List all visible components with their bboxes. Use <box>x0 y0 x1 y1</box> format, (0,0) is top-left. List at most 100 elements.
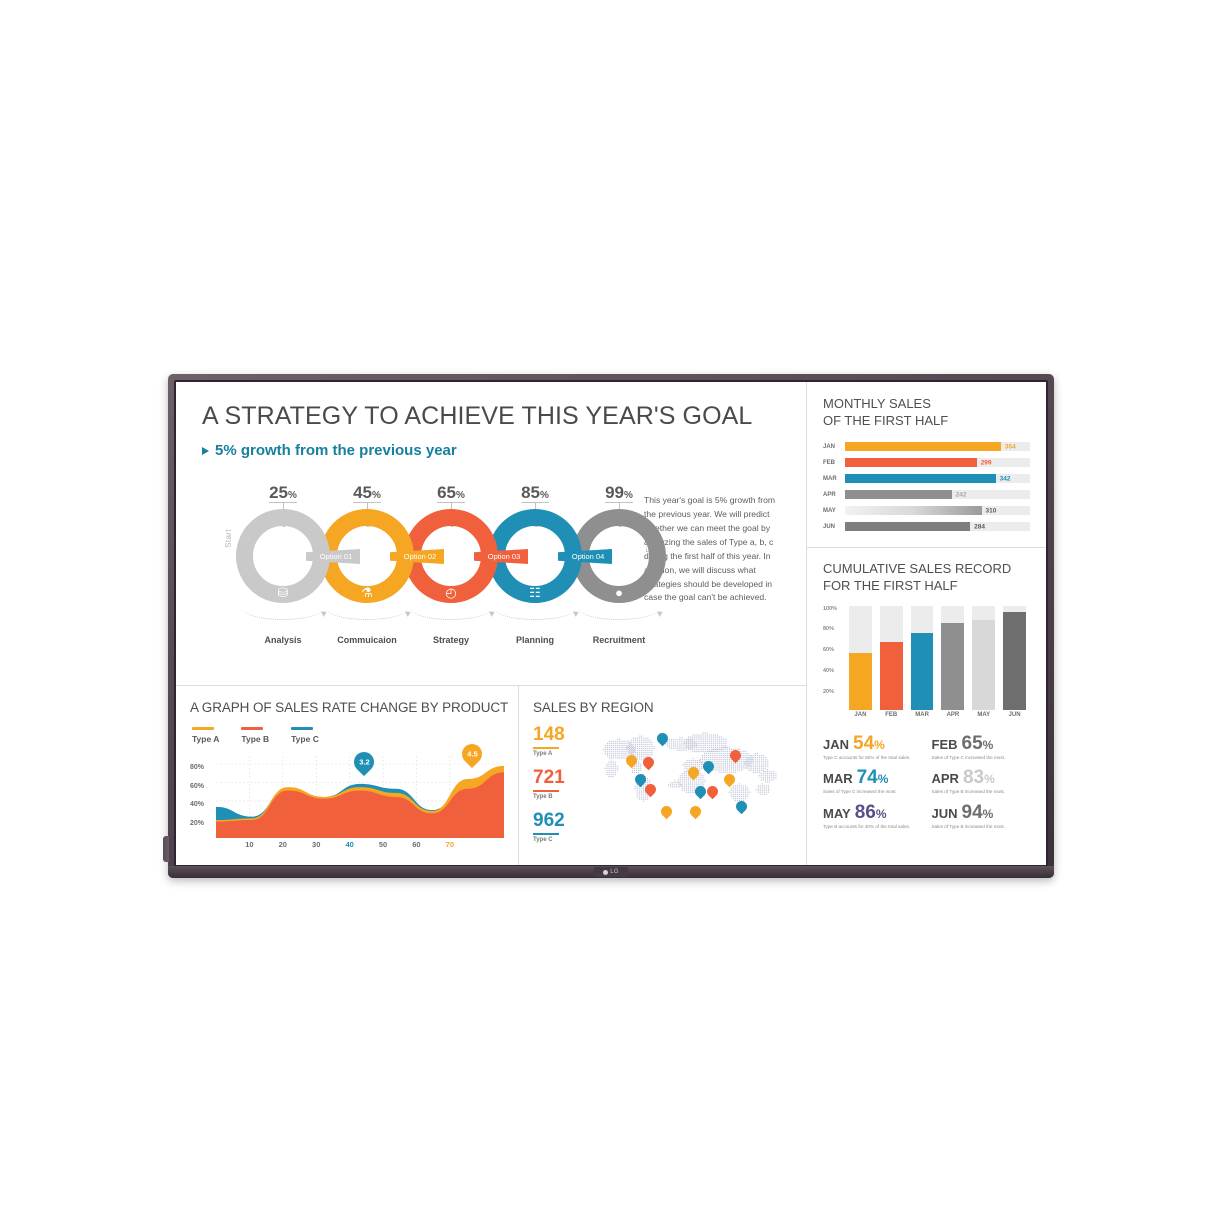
bar-fill <box>845 522 971 532</box>
process-step-1: 25% Option 01 ⛁ Analysis <box>236 483 360 645</box>
cumulative-bar-fill <box>972 620 996 710</box>
stat-unit: % <box>874 737 885 752</box>
stat-headline: JAN 54% <box>823 734 922 753</box>
flask-icon: ⚗ <box>361 584 373 600</box>
cumulative-x-tick: JUN <box>1008 711 1021 718</box>
cumulative-bar-fill <box>910 632 934 710</box>
step-percent: 65% <box>437 483 465 502</box>
monthly-bar-row: JUN 284 <box>823 521 1030 532</box>
monthly-bar-row: MAY 310 <box>823 505 1030 516</box>
database-icon: ☷ <box>529 584 541 600</box>
marker-value: 4.5 <box>466 749 477 759</box>
step-option-label: Option 02 <box>403 552 437 561</box>
step-stage-name: Commuicaion <box>337 635 397 645</box>
lg-logo: LG <box>594 867 628 877</box>
x-tick-label: 70 <box>445 840 455 849</box>
stat-headline: FEB 65% <box>932 734 1031 753</box>
x-tick-label: 30 <box>312 840 321 849</box>
monthly-bar-row: FEB 299 <box>823 457 1030 468</box>
step-stage-name: Analysis <box>264 635 302 645</box>
cumulative-bar-track <box>941 605 965 710</box>
legend-label: Type B <box>241 734 270 744</box>
stat-month: JUN <box>931 806 958 822</box>
monitor-bezel: A STRATEGY TO ACHIEVE THIS YEAR'S GOAL 5… <box>163 374 1054 878</box>
month-label: APR <box>823 491 836 498</box>
region-stat-value: 962 <box>533 810 565 831</box>
legend-item-type-c: Type C <box>291 727 319 744</box>
monthly-sales-panel: MONTHLY SALES OF THE FIRST HALF JAN 354 FE… <box>807 382 1046 547</box>
stat-value: 86% <box>854 802 887 824</box>
stat-value: 94% <box>961 802 994 824</box>
x-tick-label: 60 <box>412 840 421 849</box>
month-label: JUN <box>823 523 836 530</box>
bar-fill <box>845 490 952 500</box>
stat-headline: JUN 94% <box>932 803 1031 822</box>
bar-value: 299 <box>980 459 992 467</box>
bezel-inner: A STRATEGY TO ACHIEVE THIS YEAR'S GOAL 5… <box>174 380 1048 867</box>
legend-swatch <box>241 727 264 730</box>
step-stage-name: Planning <box>516 635 554 645</box>
cumulative-y-tick: 100% <box>823 605 838 612</box>
legend-swatch <box>291 727 314 730</box>
region-stat-value: 721 <box>533 767 565 788</box>
stat-month: MAR <box>823 771 853 787</box>
goal-paragraph: This year's goal is 5% growth from the p… <box>644 495 776 603</box>
clock-icon: ◴ <box>445 584 457 600</box>
region-title: SALES BY REGION <box>533 700 654 715</box>
stat-description: Sales of Type C increased the most. <box>931 754 1006 760</box>
stat-value: 83% <box>962 767 995 789</box>
monthly-bar-row: APR 242 <box>823 489 1030 500</box>
cumulative-bar-track <box>849 605 872 710</box>
y-tick-label: 20% <box>190 819 205 827</box>
region-stat-value: 148 <box>533 724 565 745</box>
step-percent: 45% <box>353 483 381 502</box>
cumulative-x-tick: APR <box>946 711 960 718</box>
stat-month: FEB <box>931 736 958 752</box>
y-tick-label: 80% <box>190 764 205 771</box>
cumulative-y-tick: 80% <box>823 626 835 633</box>
x-tick-label: 50 <box>378 840 388 849</box>
legend-item-type-a: Type A <box>192 727 219 744</box>
world-map <box>589 725 796 831</box>
bar-fill <box>845 474 996 484</box>
step-arrow-arc-icon <box>242 608 324 620</box>
region-stat-underline <box>533 833 559 835</box>
cumulative-bar-track <box>972 605 996 710</box>
process-step-3: 65% Option 03 ◴ Strategy <box>404 483 528 645</box>
stat-description: Sales of Type B increased the most. <box>931 789 1005 795</box>
step-arrow-arc-icon <box>410 608 492 620</box>
cumulative-x-axis: JAN FEB MAR APR MAY JUN <box>849 712 1026 724</box>
area-chart-x-axis: 10 20 30 40 50 60 70 <box>216 840 504 856</box>
cumulative-title-line2: FOR THE FIRST HALF <box>823 577 958 593</box>
step-connector <box>558 549 612 564</box>
area-chart: 20% 40% 60% 80% 10 20 30 40 50 60 70 3.2 4.5 <box>190 739 506 856</box>
bar-track: 284 <box>845 522 1030 532</box>
stat-headline: MAY 86% <box>823 803 922 822</box>
cumulative-bar-fill <box>941 623 965 710</box>
page-subtitle: 5% growth from the previous year <box>215 442 457 459</box>
monthly-sales-title: MONTHLY SALES OF THE FIRST HALF <box>823 396 1030 429</box>
region-stat-label: Type A <box>533 751 553 757</box>
monthly-bar-list: JAN 354 FEB 299 MAR 342 APR 242 MAY 310 JUN 284 <box>823 441 1030 532</box>
stat-month: JAN <box>823 736 850 752</box>
x-tick-label: 20 <box>278 840 287 849</box>
month-label: FEB <box>823 459 835 466</box>
bar-track: 354 <box>845 442 1030 452</box>
bar-value: 310 <box>985 507 997 515</box>
step-arrow-arc-icon <box>578 608 660 620</box>
region-stat-underline <box>533 790 559 792</box>
cumulative-y-tick: 60% <box>823 647 835 654</box>
cumulative-y-tick: 40% <box>823 667 835 674</box>
side-control-tab[interactable] <box>163 836 169 862</box>
page-title: A STRATEGY TO ACHIEVE THIS YEAR'S GOAL <box>202 402 753 430</box>
area-chart-plot <box>216 756 504 838</box>
bar-fill <box>845 458 977 468</box>
region-stat: 962 Type C <box>533 811 589 843</box>
cumulative-bar-fill <box>1003 611 1026 710</box>
region-panel: SALES BY REGION 148 Type A 721 Type B 962 Typ… <box>518 686 806 865</box>
cumulative-sales-panel: CUMULATIVE SALES RECORD FOR THE FIRST HA… <box>807 547 1046 865</box>
step-option-label: Option 04 <box>571 552 605 561</box>
monthly-bar-row: MAR 342 <box>823 473 1030 484</box>
lightbulb-icon: ● <box>615 584 623 600</box>
stat-month: MAY <box>823 806 851 822</box>
